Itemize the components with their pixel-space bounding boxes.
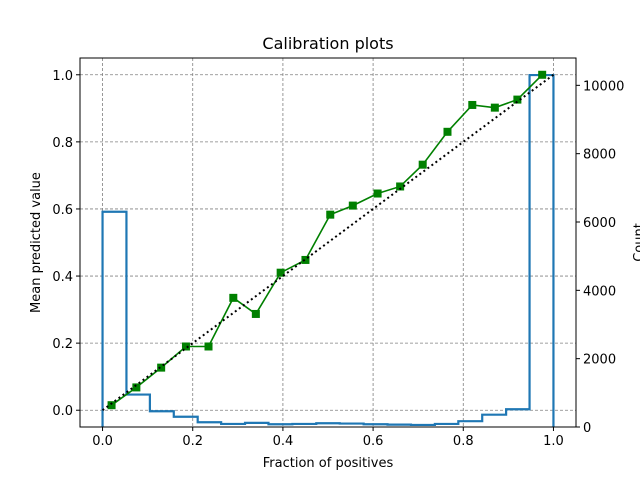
- calibration-point: [229, 293, 238, 302]
- calibration-point: [348, 201, 357, 210]
- calibration-point: [132, 383, 141, 392]
- y-tick-label: 0.2: [52, 337, 73, 352]
- calibration-point: [513, 95, 522, 104]
- ticks: 0.0 0.2 0.4 0.6 0.8 1.0 0.0 0.2 0.4 0.6 0.8 1.0 0 200…: [52, 69, 624, 449]
- plot-frame: [79, 57, 577, 428]
- calibration-point: [276, 268, 285, 277]
- y2-axis-label: Count: [632, 223, 640, 262]
- calibration-point: [538, 70, 547, 79]
- y2-tick-label: 0: [583, 421, 591, 436]
- y-tick-label: 0.0: [52, 404, 73, 419]
- grid: [80, 58, 576, 427]
- histogram-step-line: [101, 73, 555, 427]
- calibration-point: [204, 342, 213, 351]
- calibration-point: [301, 255, 310, 264]
- calibration-point: [326, 210, 335, 219]
- y-tick-label: 0.6: [52, 203, 73, 218]
- y2-tick-label: 10000: [583, 79, 624, 94]
- y-tick-label: 0.8: [52, 136, 73, 151]
- calibration-point: [443, 127, 452, 136]
- perfect-calibration-line: [101, 73, 555, 412]
- x-tick-label: 0.4: [273, 434, 294, 449]
- calibration-point: [418, 160, 427, 169]
- x-axis-label: Fraction of positives: [263, 456, 394, 471]
- x-tick-label: 1.0: [543, 434, 564, 449]
- calibration-point: [490, 103, 499, 112]
- calibration-point: [373, 189, 382, 198]
- calibration-point: [107, 401, 116, 410]
- x-tick-label: 0.0: [92, 434, 113, 449]
- chart-title: Calibration plots: [262, 34, 393, 53]
- histogram: [101, 73, 555, 427]
- y-tick-label: 1.0: [52, 69, 73, 84]
- y-tick-label: 0.4: [52, 270, 73, 285]
- y-axis-label: Mean predicted value: [29, 172, 44, 313]
- calibration-lines: [101, 70, 555, 412]
- y2-tick-label: 8000: [583, 148, 616, 163]
- x-tick-label: 0.2: [182, 434, 203, 449]
- calibration-point: [251, 309, 260, 318]
- calibration-point: [468, 100, 477, 109]
- calibration-point: [181, 342, 190, 351]
- y2-tick-label: 2000: [583, 353, 616, 368]
- calibration-point: [396, 182, 405, 191]
- calibration-point: [157, 363, 166, 372]
- y2-tick-label: 4000: [583, 284, 616, 299]
- x-tick-label: 0.6: [363, 434, 384, 449]
- x-tick-label: 0.8: [453, 434, 474, 449]
- y2-tick-label: 6000: [583, 216, 616, 231]
